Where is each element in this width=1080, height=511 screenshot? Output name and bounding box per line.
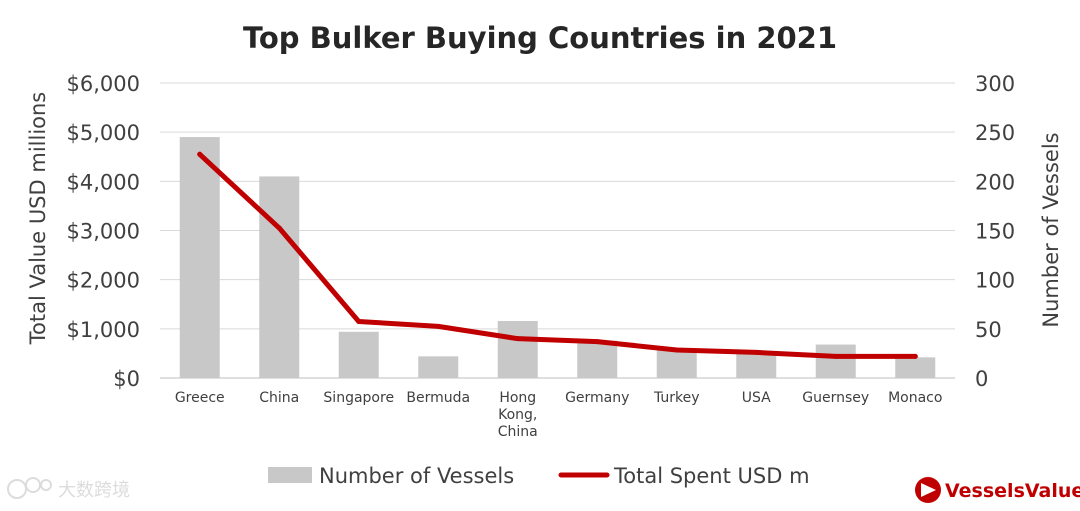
left-tick-label: $6,000 <box>67 72 140 96</box>
right-tick-label: 250 <box>975 121 1015 145</box>
bar <box>736 353 777 378</box>
bar-series <box>179 137 936 378</box>
category-labels: Greece China Singapore Bermuda Hong Kong, Chin… <box>175 390 943 440</box>
left-tick-label: $1,000 <box>67 318 140 342</box>
left-tick-label: $4,000 <box>67 170 140 194</box>
left-tick-label: $0 <box>113 367 140 391</box>
series-line <box>197 151 918 359</box>
right-tick-label: 300 <box>975 72 1015 96</box>
right-axis-title: Number of Vessels <box>1039 132 1063 327</box>
left-tick-label: $5,000 <box>67 121 140 145</box>
line-point <box>276 225 282 231</box>
category-label: Greece <box>175 390 225 406</box>
right-tick-label: 150 <box>975 220 1015 244</box>
legend-label-bars: Number of Vessels <box>319 464 514 488</box>
line-point <box>435 323 441 329</box>
bar <box>497 320 538 378</box>
right-tick-label: 100 <box>975 269 1015 293</box>
watermark-logo-icon <box>7 477 52 499</box>
bar <box>338 331 379 378</box>
category-label: Monaco <box>888 390 942 406</box>
bar <box>577 340 618 378</box>
left-tick-label: $2,000 <box>67 269 140 293</box>
brand-name: VesselsValue <box>945 480 1080 502</box>
category-label: Germany <box>565 390 629 406</box>
bar <box>656 349 697 378</box>
line-point <box>356 318 362 324</box>
category-label: Hong Kong, China <box>498 390 538 440</box>
brand-logo: VesselsValue <box>915 477 1080 503</box>
right-tick-label: 0 <box>975 367 988 391</box>
line-point <box>515 336 521 342</box>
watermark: 大数跨境 <box>7 477 130 501</box>
bar <box>895 357 936 378</box>
left-axis-ticks: $0 $1,000 $2,000 $3,000 $4,000 $5,000 $6,000 <box>67 72 140 391</box>
right-tick-label: 200 <box>975 170 1015 194</box>
category-label: USA <box>742 390 771 406</box>
watermark-text: 大数跨境 <box>58 480 130 501</box>
bar <box>418 356 459 378</box>
line-point <box>833 353 839 359</box>
right-tick-label: 50 <box>975 318 1002 342</box>
bar <box>259 176 300 378</box>
bar <box>179 137 220 378</box>
category-label: Turkey <box>653 390 700 406</box>
category-label: Singapore <box>323 390 394 406</box>
legend: Number of Vessels Total Spent USD m <box>268 464 810 488</box>
category-label: Guernsey <box>802 390 869 406</box>
left-tick-label: $3,000 <box>67 220 140 244</box>
line-point <box>912 353 918 359</box>
left-axis-title: Total Value USD millions <box>26 92 50 346</box>
line-point <box>674 347 680 353</box>
vesselsvalue-logo-icon <box>915 477 941 503</box>
line-point <box>594 339 600 345</box>
chart-title: Top Bulker Buying Countries in 2021 <box>243 21 837 55</box>
line-point <box>197 151 203 157</box>
bar <box>815 344 856 378</box>
category-label: Bermuda <box>406 390 470 406</box>
legend-label-line: Total Spent USD m <box>613 464 810 488</box>
right-axis-ticks: 0 50 100 150 200 250 300 <box>975 72 1015 391</box>
category-label: China <box>259 390 299 406</box>
line-point <box>753 349 759 355</box>
line-series <box>197 151 918 359</box>
legend-swatch-bars <box>268 467 312 483</box>
